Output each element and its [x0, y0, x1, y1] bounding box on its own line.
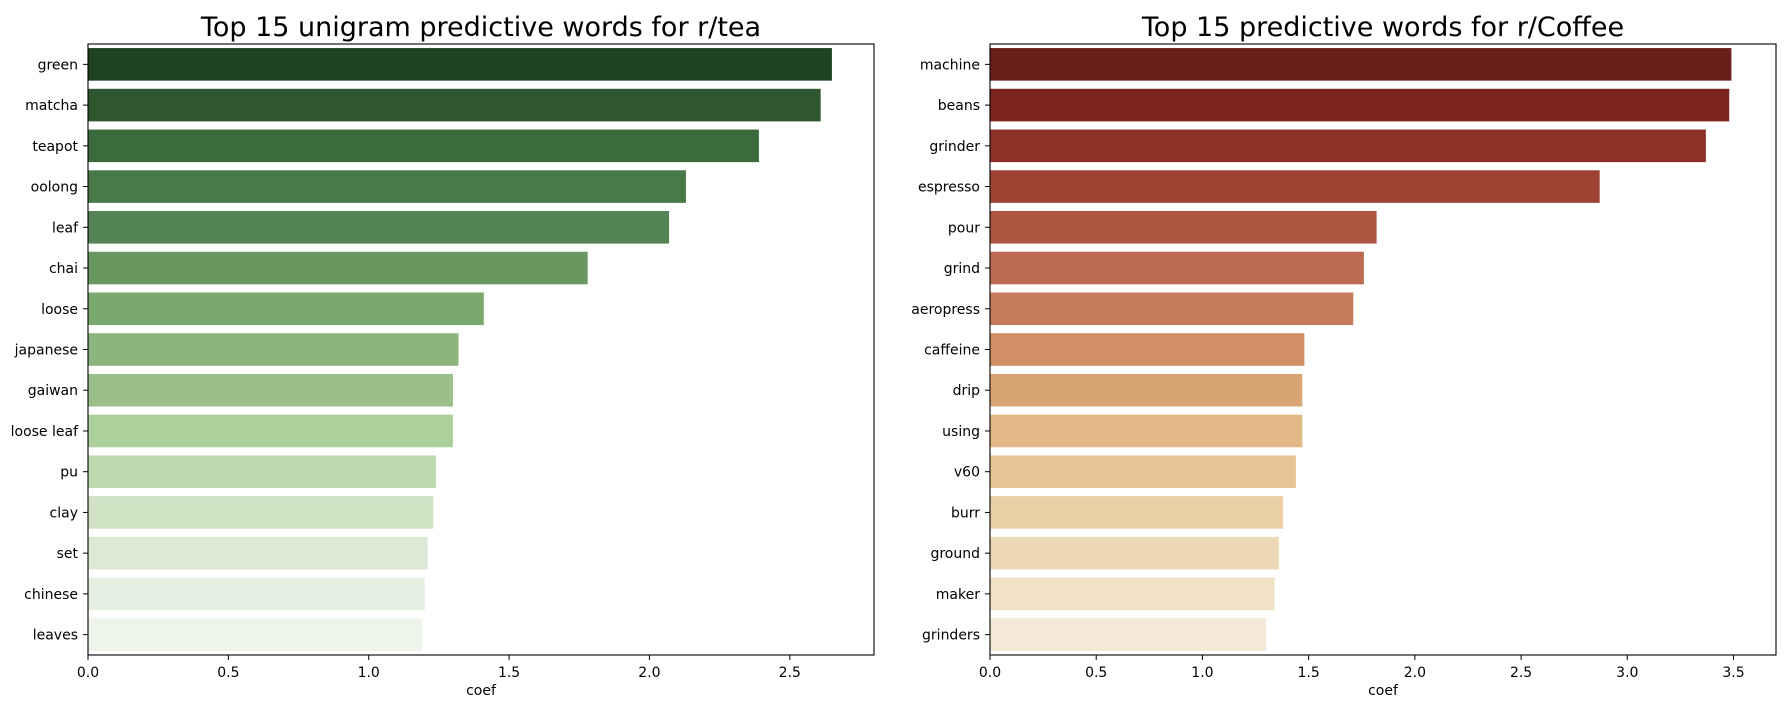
category-label: gaiwan — [28, 383, 78, 399]
bar — [990, 211, 1377, 244]
category-label: drip — [953, 383, 981, 399]
category-label: machine — [920, 57, 980, 73]
bar — [88, 333, 459, 366]
bar — [990, 414, 1303, 448]
bar — [88, 129, 759, 163]
x-tick-label: 1.5 — [498, 665, 520, 681]
chart-title: Top 15 predictive words for r/Coffee — [1141, 12, 1624, 43]
bar — [88, 414, 453, 448]
x-tick-label: 0.5 — [217, 665, 239, 681]
bar — [990, 48, 1732, 81]
bar — [990, 129, 1706, 163]
x-tick-label: 0.5 — [1085, 665, 1107, 681]
x-tick-label: 3.0 — [1616, 665, 1638, 681]
x-axis-label: coef — [466, 683, 497, 699]
bar — [990, 536, 1279, 570]
category-label: espresso — [918, 180, 980, 196]
bar — [990, 455, 1296, 488]
category-label: pu — [60, 465, 78, 481]
category-label: loose leaf — [11, 424, 79, 440]
category-label: chai — [49, 261, 78, 277]
category-label: using — [942, 424, 980, 440]
category-label: leaf — [52, 220, 79, 236]
bar — [88, 536, 428, 570]
bar — [88, 251, 588, 285]
x-tick-label: 1.0 — [1191, 665, 1213, 681]
bar — [990, 88, 1730, 122]
x-tick-label: 0.0 — [979, 665, 1001, 681]
tea-chart-panel: Top 15 unigram predictive words for r/te… — [11, 12, 875, 699]
x-axis-label: coef — [1368, 683, 1399, 699]
category-label: pour — [948, 220, 980, 236]
bar — [990, 618, 1267, 651]
category-label: set — [57, 546, 79, 562]
category-labels: machine beans grinder espresso pour grind aero… — [911, 57, 990, 644]
bar — [88, 170, 686, 203]
bar — [990, 373, 1303, 407]
category-label: matcha — [25, 98, 78, 114]
axes-frame — [989, 43, 1777, 656]
category-label: japanese — [14, 343, 78, 359]
x-ticks: 0.0 0.5 1.0 1.5 2.0 2.5 3.0 3.5 — [979, 655, 1745, 681]
category-label: ground — [930, 546, 980, 562]
bar — [990, 251, 1364, 285]
x-tick-label: 2.0 — [1404, 665, 1426, 681]
category-label: oolong — [31, 180, 78, 196]
bar — [88, 211, 670, 244]
bar — [88, 618, 423, 651]
x-tick-label: 1.0 — [358, 665, 380, 681]
bar — [990, 333, 1305, 366]
category-labels: green matcha teapot oolong leaf chai loose japa… — [11, 57, 88, 644]
category-label: grind — [944, 261, 980, 277]
category-label: loose — [41, 302, 78, 318]
category-label: grinders — [922, 628, 980, 644]
bar — [88, 292, 484, 326]
chart-title: Top 15 unigram predictive words for r/te… — [200, 12, 761, 43]
bar — [990, 170, 1600, 203]
x-tick-label: 0.0 — [77, 665, 99, 681]
bars — [990, 48, 1732, 651]
category-label: maker — [936, 587, 980, 603]
bar — [990, 496, 1284, 529]
bar — [88, 373, 453, 407]
axes-frame — [87, 43, 875, 656]
x-tick-label: 3.5 — [1722, 665, 1744, 681]
bars — [88, 48, 832, 651]
category-label: teapot — [32, 139, 78, 155]
bar — [88, 496, 434, 529]
bar — [88, 455, 437, 488]
x-tick-label: 2.5 — [1510, 665, 1532, 681]
x-tick-label: 1.5 — [1298, 665, 1320, 681]
category-label: clay — [50, 505, 78, 521]
bar — [88, 577, 425, 611]
category-label: aeropress — [911, 302, 980, 318]
category-label: leaves — [33, 628, 78, 644]
category-label: beans — [938, 98, 980, 114]
coffee-chart-panel: Top 15 predictive words for r/Coffee mac… — [911, 12, 1777, 699]
category-label: burr — [951, 505, 980, 521]
category-label: caffeine — [924, 343, 980, 359]
category-label: v60 — [954, 465, 980, 481]
bar — [88, 48, 832, 81]
category-label: grinder — [929, 139, 980, 155]
x-ticks: 0.0 0.5 1.0 1.5 2.0 2.5 — [77, 655, 801, 681]
x-tick-label: 2.5 — [779, 665, 801, 681]
category-label: chinese — [24, 587, 78, 603]
x-tick-label: 2.0 — [638, 665, 660, 681]
bar — [990, 292, 1354, 326]
bar — [990, 577, 1275, 611]
category-label: green — [38, 57, 78, 73]
bar — [88, 88, 821, 122]
